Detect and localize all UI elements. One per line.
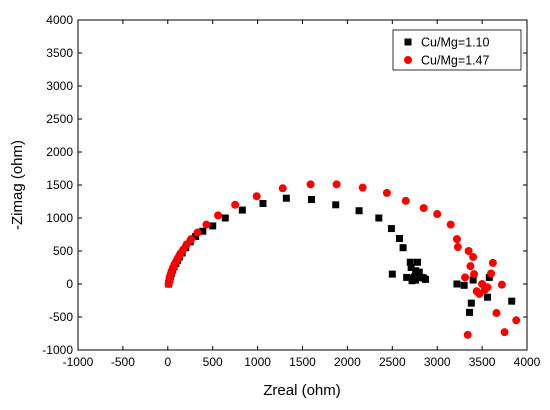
- series-2-point: [464, 247, 473, 255]
- series-2-point: [488, 258, 497, 267]
- legend-marker-series-1: [404, 38, 412, 46]
- series-1-point: [199, 227, 207, 235]
- legend-box: [392, 29, 522, 71]
- series-2-point: [433, 210, 442, 219]
- series-1-point: [469, 276, 477, 284]
- x-tick-label: 2000: [334, 355, 361, 369]
- legend-marker-series-2: [404, 56, 412, 64]
- series-1-point: [485, 273, 493, 281]
- series-2-point: [483, 283, 492, 292]
- series-1-point: [412, 267, 420, 275]
- series-2-point: [358, 183, 367, 192]
- legend-label-series-2: Cu/Mg=1.47: [421, 54, 489, 68]
- series-1-point: [282, 194, 290, 202]
- series-2-point: [202, 220, 211, 229]
- data-points: [164, 180, 521, 339]
- series-1-point: [388, 270, 396, 278]
- series-2-point: [463, 330, 472, 339]
- series-1-point: [355, 207, 363, 215]
- axis-ticks: -1000 -500 0 500 1000 1500 2000 2500 3000 3500 400…: [42, 13, 540, 369]
- series-2-point: [306, 180, 315, 189]
- series-1-point: [403, 273, 411, 281]
- series-1-point: [413, 258, 421, 266]
- series-2-point: [500, 328, 509, 337]
- series-2-point: [187, 235, 196, 244]
- series-1-point: [221, 214, 229, 222]
- y-tick-label: 1000: [46, 211, 73, 225]
- series-1-point: [406, 258, 414, 266]
- series-2-point: [512, 316, 521, 325]
- x-tick-label: 500: [203, 355, 223, 369]
- series-1-point: [422, 275, 430, 283]
- series-1-point: [467, 299, 475, 307]
- series-2-point: [193, 228, 202, 237]
- y-tick-label: 1500: [46, 178, 73, 192]
- series-2-point: [332, 180, 341, 189]
- series-1-point: [483, 293, 491, 301]
- series-2-point: [231, 200, 240, 209]
- series-1-point: [375, 214, 383, 222]
- series-1-point: [508, 297, 516, 305]
- series-2-point: [446, 220, 455, 229]
- series-2-point: [252, 192, 261, 201]
- series-2-point: [214, 211, 223, 220]
- y-tick-label: -500: [49, 310, 73, 324]
- series-1-point: [453, 280, 461, 288]
- series-1-point: [387, 225, 395, 233]
- x-tick-label: -1000: [63, 355, 94, 369]
- series-1-point: [399, 244, 407, 252]
- y-axis-title: -Zimag (ohm): [9, 140, 26, 230]
- series-1-point: [332, 201, 340, 209]
- x-tick-label: 3500: [469, 355, 496, 369]
- x-tick-label: 0: [164, 355, 171, 369]
- series-1-point: [395, 234, 403, 242]
- x-tick-label: 4000: [514, 355, 541, 369]
- series-2-point: [182, 240, 191, 249]
- series-1-point: [238, 206, 246, 214]
- series-2-point: [453, 243, 462, 252]
- x-tick-label: -500: [111, 355, 135, 369]
- series-2-point: [419, 204, 428, 213]
- y-tick-label: 500: [53, 244, 73, 258]
- legend: Cu/Mg=1.10 Cu/Mg=1.47: [392, 29, 522, 71]
- series-1-point: [415, 268, 423, 276]
- series-1-point: [259, 199, 267, 207]
- series-2-point: [487, 269, 496, 278]
- x-tick-label: 2500: [379, 355, 406, 369]
- x-axis-title: Zreal (ohm): [263, 382, 341, 399]
- y-tick-label: 3000: [46, 79, 73, 93]
- y-tick-label: 4000: [46, 13, 73, 27]
- series-1-point: [466, 308, 474, 316]
- x-tick-label: 3000: [424, 355, 451, 369]
- series-2-point: [278, 184, 287, 193]
- series-1-point: [192, 232, 200, 240]
- series-2-point: [452, 235, 461, 244]
- series-1-point: [209, 222, 217, 230]
- series-1-point: [460, 281, 468, 289]
- legend-label-series-1: Cu/Mg=1.10: [421, 36, 489, 50]
- series-1-point: [408, 277, 416, 285]
- series-2-point: [469, 252, 478, 261]
- series-2-point: [497, 280, 506, 289]
- y-tick-label: 2500: [46, 112, 73, 126]
- y-tick-label: 0: [66, 277, 73, 291]
- y-tick-label: -1000: [42, 343, 73, 357]
- series-2-point: [461, 273, 470, 282]
- series-1-point: [412, 276, 420, 284]
- series-2-point: [401, 196, 410, 205]
- y-tick-label: 2000: [46, 145, 73, 159]
- series-2-point: [470, 270, 479, 279]
- x-tick-label: 1000: [244, 355, 271, 369]
- series-1-point: [307, 196, 315, 204]
- y-tick-label: 3500: [46, 46, 73, 60]
- series-2-point: [382, 188, 391, 197]
- series-1-point: [407, 264, 415, 271]
- x-tick-label: 1500: [289, 355, 316, 369]
- series-2-point: [492, 309, 501, 318]
- series-2-point: [466, 262, 475, 271]
